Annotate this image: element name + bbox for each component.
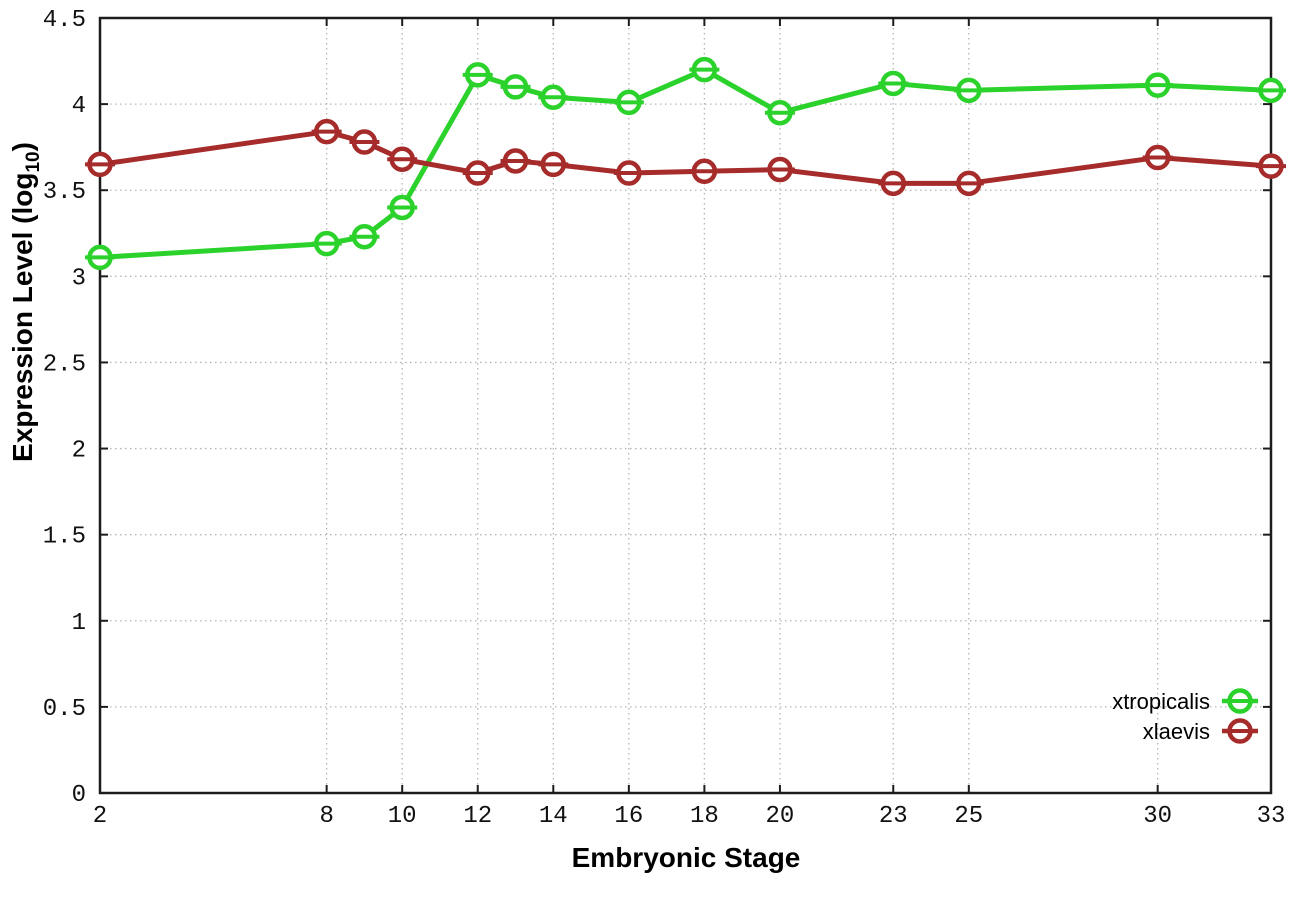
y-tick-label: 3 [72,265,86,292]
legend-entry-xlaevis: xlaevis [1143,718,1258,744]
y-tick-label: 1.5 [43,524,86,551]
y-axis-label: Expression Level (log10) [7,142,45,462]
x-axis-label-text: Embryonic Stage [571,842,801,873]
x-tick-label: 23 [879,803,908,830]
x-axis-label: Embryonic Stage [572,842,801,874]
legend-label-xlaevis: xlaevis [1143,719,1210,744]
y-tick-label: 3.5 [43,179,86,206]
x-tick-label: 14 [539,803,568,830]
x-tick-label: 2 [93,803,107,830]
x-tick-label: 18 [690,803,719,830]
x-tick-label: 33 [1257,803,1286,830]
y-tick-label: 4 [72,93,86,120]
y-axis-label-prefix: Expression Level (log [7,172,39,462]
x-tick-label: 8 [319,803,333,830]
legend-label-xtropicalis: xtropicalis [1112,689,1210,714]
y-axis-label-suffix: ) [7,142,39,152]
x-tick-label: 12 [463,803,492,830]
plot-border [98,16,1273,795]
legend-entry-xtropicalis: xtropicalis [1112,688,1258,714]
legend: xtropicalis xlaevis [1112,688,1258,744]
x-tick-label: 25 [954,803,983,830]
y-axis-label-subscript: 10 [22,151,44,173]
x-tick-label: 30 [1143,803,1172,830]
x-tick-label: 10 [388,803,417,830]
y-tick-label: 2.5 [43,351,86,378]
y-tick-label: 0.5 [43,696,86,723]
y-tick-label: 1 [72,610,86,637]
y-tick-label: 2 [72,438,86,465]
y-tick-label: 4.5 [43,7,86,34]
x-tick-label: 16 [614,803,643,830]
series-line-xlaevis [97,129,1274,186]
x-tick-label: 20 [766,803,795,830]
y-tick-label: 0 [72,782,86,809]
